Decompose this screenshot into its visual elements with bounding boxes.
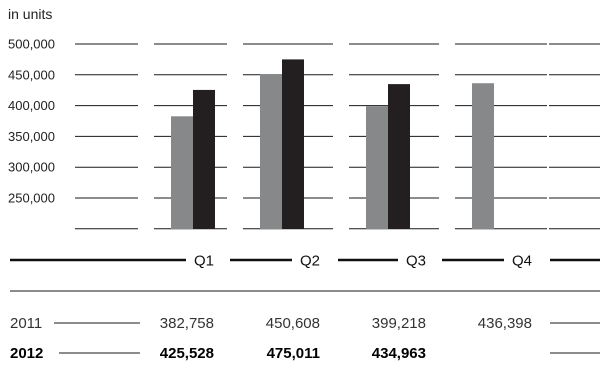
y-tick-label: 500,000 xyxy=(8,37,55,52)
bars xyxy=(171,59,494,230)
table-value-2012-q1: 425,528 xyxy=(160,345,214,362)
bar-q3-2011 xyxy=(366,106,388,229)
quarter-labels: Q1 Q2 Q3 Q4 xyxy=(194,253,532,270)
y-tick-label: 400,000 xyxy=(8,98,55,113)
table-row-label-2012: 2012 xyxy=(10,345,43,362)
table-row-label-2011: 2011 xyxy=(10,315,42,332)
bar-q1-2012 xyxy=(193,89,215,229)
y-tick-label: 300,000 xyxy=(8,160,55,175)
bar-q1-2011 xyxy=(171,116,193,229)
y-axis-ticks: 500,000 450,000 400,000 350,000 300,000 250,0… xyxy=(8,37,55,206)
quarter-label-q4: Q4 xyxy=(512,253,532,270)
gridlines xyxy=(75,43,600,230)
bar-q2-2011 xyxy=(260,74,282,229)
table-value-2011-q1: 382,758 xyxy=(160,315,214,332)
y-tick-label: 350,000 xyxy=(8,129,55,144)
y-tick-label: 450,000 xyxy=(8,67,55,82)
y-tick-label: 250,000 xyxy=(8,191,55,206)
quarter-label-q2: Q2 xyxy=(300,253,320,270)
table-value-2011-q2: 450,608 xyxy=(266,315,320,332)
data-table: 2011 382,758 450,608 399,218 436,398 2012 425,… xyxy=(10,290,600,362)
unit-label: in units xyxy=(8,6,52,22)
quarter-label-q1: Q1 xyxy=(194,253,214,270)
table-value-2012-q3: 434,963 xyxy=(372,345,426,362)
bar-q3-2012 xyxy=(388,84,410,230)
table-value-2011-q4: 436,398 xyxy=(478,315,532,332)
bar-q2-2012 xyxy=(282,59,304,229)
table-value-2012-q2: 475,011 xyxy=(267,345,320,362)
bar-q4-2011 xyxy=(472,83,494,230)
table-value-2011-q3: 399,218 xyxy=(372,315,426,332)
quarter-label-q3: Q3 xyxy=(406,253,426,270)
